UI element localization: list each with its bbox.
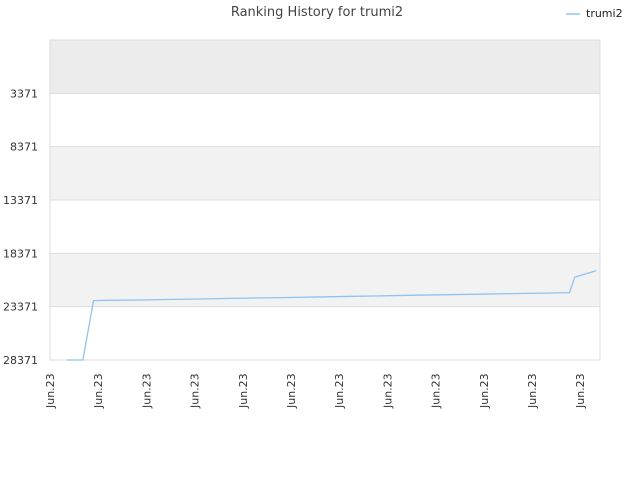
x-axis-tick-labels: Jun.23 Jun.23 Jun.23 Jun.23 Jun.23 Jun.23 Jun.… bbox=[44, 373, 587, 409]
plot-frame bbox=[49, 39, 601, 361]
x-tick-label: Jun.23 bbox=[526, 373, 539, 409]
chart-background-bands bbox=[50, 40, 600, 360]
y-tick-label: 3371 bbox=[10, 87, 38, 100]
series-line-trumi2 bbox=[67, 270, 597, 361]
y-tick-label: 18371 bbox=[3, 247, 38, 260]
x-tick-label: Jun.23 bbox=[333, 373, 346, 409]
x-tick-label: Jun.23 bbox=[189, 373, 202, 409]
x-tick-label: Jun.23 bbox=[44, 373, 57, 409]
x-tick-label: Jun.23 bbox=[430, 373, 443, 409]
legend-label-trumi2: trumi2 bbox=[586, 7, 623, 20]
x-tick-label: Jun.23 bbox=[381, 373, 394, 409]
x-tick-label: Jun.23 bbox=[574, 373, 587, 409]
chart-band bbox=[50, 253, 600, 307]
x-tick-label: Jun.23 bbox=[140, 373, 153, 409]
chart-band bbox=[50, 146, 600, 200]
y-tick-label: 8371 bbox=[10, 141, 38, 154]
chart-band bbox=[50, 306, 600, 360]
x-tick-label: Jun.23 bbox=[478, 373, 491, 409]
legend[interactable]: trumi2 bbox=[566, 7, 623, 20]
chart-band bbox=[50, 200, 600, 254]
series-layer bbox=[67, 270, 597, 361]
chart-title: Ranking History for trumi2 bbox=[231, 5, 403, 20]
x-tick-label: Jun.23 bbox=[92, 373, 105, 409]
chart-band bbox=[50, 93, 600, 147]
x-tick-label: Jun.23 bbox=[237, 373, 250, 409]
chart-band bbox=[50, 40, 600, 94]
x-tick-label: Jun.23 bbox=[285, 373, 298, 409]
y-tick-label: 23371 bbox=[3, 301, 38, 314]
y-tick-label: 28371 bbox=[3, 354, 38, 367]
y-axis-tick-labels: 3371 8371 13371 18371 23371 28371 bbox=[3, 87, 38, 367]
y-tick-label: 13371 bbox=[3, 194, 38, 207]
